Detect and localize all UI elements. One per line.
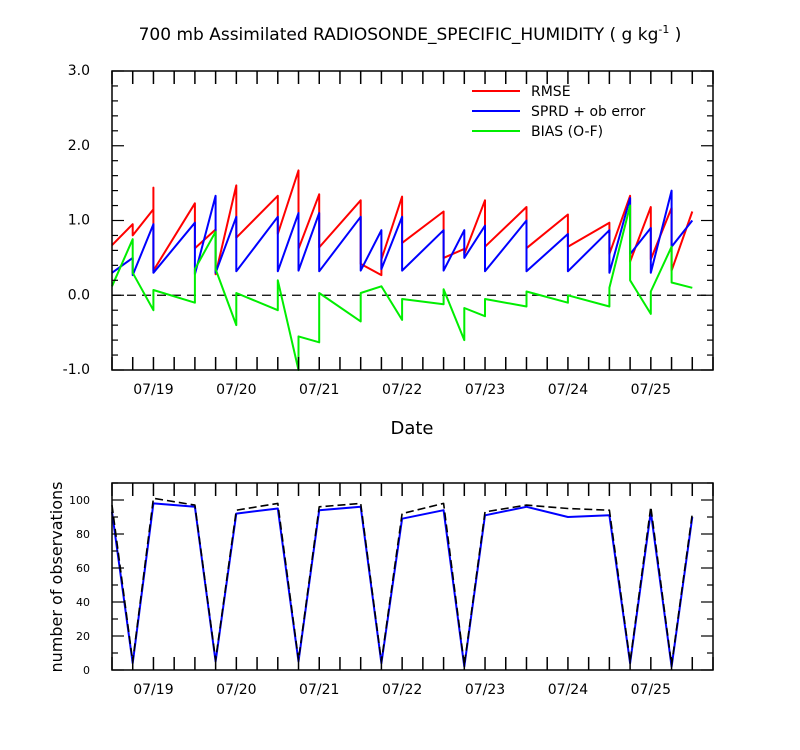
legend-label: SPRD + ob error <box>531 104 646 120</box>
y-tick-label: 3.0 <box>68 63 90 79</box>
chart-title: 700 mb Assimilated RADIOSONDE_SPECIFIC_H… <box>139 23 682 45</box>
x-tick-label: 07/23 <box>465 682 505 698</box>
x-tick-label: 07/25 <box>631 682 671 698</box>
y-tick-label: 2.0 <box>68 138 90 154</box>
series-line-sprd-ob-error <box>111 189 694 277</box>
x-tick-label: 07/25 <box>631 382 671 398</box>
y-tick-label: 40 <box>76 596 90 609</box>
x-tick-label: 07/19 <box>133 682 173 698</box>
series-line-observations-possible <box>111 497 694 666</box>
top-chart: 700 mb Assimilated RADIOSONDE_SPECIFIC_H… <box>63 23 714 439</box>
series-line-observations-assimilated <box>111 502 694 668</box>
x-tick-label: 07/20 <box>216 682 256 698</box>
x-tick-label: 07/21 <box>299 382 339 398</box>
x-tick-label: 07/20 <box>216 382 256 398</box>
x-tick-label: 07/24 <box>548 382 588 398</box>
y-tick-label: 100 <box>69 494 90 507</box>
y-axis-label-observations: number of observations <box>47 482 66 673</box>
legend-label: RMSE <box>531 84 571 100</box>
y-tick-label: 0.0 <box>68 287 90 303</box>
y-tick-label: 0 <box>83 664 90 677</box>
x-tick-label: 07/22 <box>382 382 422 398</box>
x-axis-label: Date <box>390 418 433 439</box>
bottom-chart: 07/19 07/20 07/21 07/22 07/23 07/24 07/25 0 20 40… <box>47 482 714 698</box>
x-tick-label: 07/21 <box>299 682 339 698</box>
series-line-bias-o-f <box>111 204 693 371</box>
y-tick-label: 20 <box>76 630 90 643</box>
legend: RMSE SPRD + ob error BIAS (O-F) <box>472 84 646 140</box>
y-tick-label: 80 <box>76 528 90 541</box>
y-tick-label: 1.0 <box>68 213 90 229</box>
y-tick-label: -1.0 <box>63 362 90 378</box>
bottom-plot-frame <box>111 482 714 671</box>
x-tick-label: 07/22 <box>382 682 422 698</box>
x-tick-label: 07/23 <box>465 382 505 398</box>
x-tick-label: 07/24 <box>548 682 588 698</box>
x-tick-label: 07/19 <box>133 382 173 398</box>
legend-label: BIAS (O-F) <box>531 124 603 140</box>
y-tick-label: 60 <box>76 562 90 575</box>
